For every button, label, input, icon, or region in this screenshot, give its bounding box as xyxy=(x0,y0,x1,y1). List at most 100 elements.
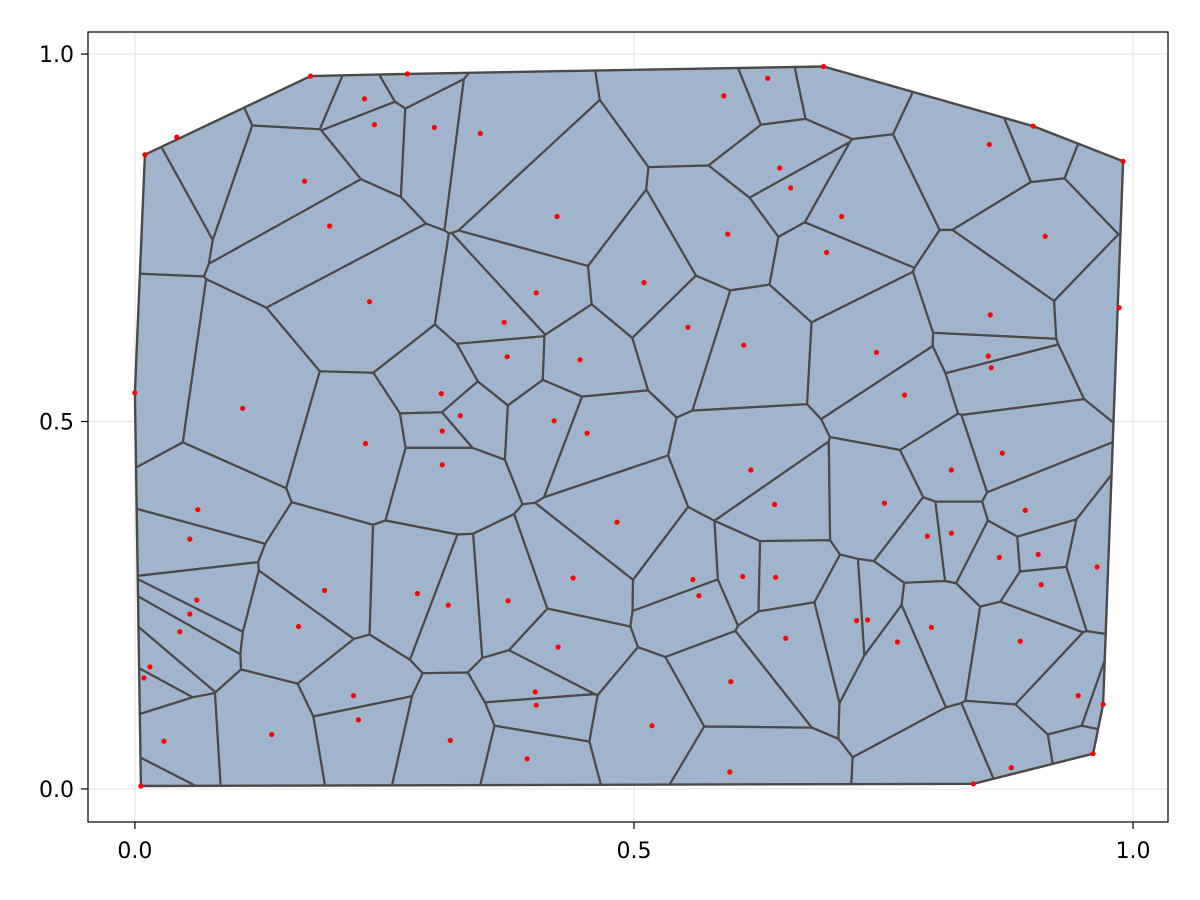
site-point xyxy=(881,500,888,506)
voronoi-cells xyxy=(134,66,1124,786)
site-point xyxy=(986,141,992,147)
site-point xyxy=(901,392,908,398)
y-tick-label: 0.5 xyxy=(39,410,74,435)
voronoi-cell xyxy=(999,565,1088,634)
site-point xyxy=(431,124,437,131)
site-point xyxy=(269,731,275,738)
site-point xyxy=(748,467,754,473)
site-point xyxy=(187,611,193,617)
site-point xyxy=(438,391,444,397)
site-point xyxy=(147,664,153,670)
x-tick-label: 0.0 xyxy=(117,839,152,864)
site-point xyxy=(821,63,827,70)
site-point xyxy=(641,280,647,286)
voronoi-cell xyxy=(1052,233,1124,447)
site-point xyxy=(327,223,333,229)
site-point xyxy=(873,349,880,355)
site-point xyxy=(138,783,144,789)
site-point xyxy=(366,299,373,305)
site-point xyxy=(894,639,901,645)
site-point xyxy=(570,575,576,581)
plot-frame xyxy=(87,31,1169,823)
site-point xyxy=(948,467,955,473)
site-point xyxy=(174,134,180,140)
site-point xyxy=(554,213,560,220)
voronoi-cell xyxy=(460,724,623,786)
site-point xyxy=(161,738,167,744)
site-point xyxy=(740,573,746,580)
site-point xyxy=(577,357,583,363)
x-tick-label: 1.0 xyxy=(1116,839,1151,864)
site-point xyxy=(924,533,931,539)
site-point xyxy=(773,574,779,580)
site-point xyxy=(948,530,955,536)
site-point xyxy=(551,418,557,424)
site-point xyxy=(788,185,794,191)
voronoi-cell xyxy=(213,668,339,786)
site-point xyxy=(1022,507,1028,513)
site-point xyxy=(1090,751,1096,757)
site-point xyxy=(728,679,734,685)
site-point xyxy=(477,130,483,136)
site-point xyxy=(1042,233,1048,239)
site-point xyxy=(772,501,778,508)
y-tick-label: 0.0 xyxy=(39,778,74,803)
site-point xyxy=(970,781,977,787)
site-point xyxy=(308,73,314,79)
site-point xyxy=(142,152,148,158)
site-point xyxy=(132,390,138,396)
site-point xyxy=(999,450,1005,456)
site-point xyxy=(501,319,507,325)
site-point xyxy=(1120,158,1126,164)
site-point xyxy=(533,702,539,708)
site-point xyxy=(177,629,183,635)
site-point xyxy=(361,96,368,102)
site-point xyxy=(928,624,935,630)
site-point xyxy=(741,342,747,348)
site-point xyxy=(195,507,201,513)
y-tick-label: 1.0 xyxy=(39,43,74,68)
site-point xyxy=(1075,693,1081,699)
site-point xyxy=(1030,123,1036,129)
site-point xyxy=(690,576,696,583)
site-point xyxy=(1038,582,1044,588)
site-point xyxy=(725,231,731,237)
site-point xyxy=(533,290,539,296)
site-point xyxy=(362,440,369,447)
site-point xyxy=(839,213,845,220)
voronoi-cell xyxy=(373,671,496,786)
site-point xyxy=(854,618,860,624)
site-point xyxy=(447,737,453,744)
site-point xyxy=(504,354,510,360)
site-point xyxy=(777,165,783,171)
site-point xyxy=(649,723,655,729)
voronoi-cell xyxy=(622,725,854,786)
site-point xyxy=(685,324,691,330)
site-point xyxy=(1008,765,1014,771)
site-point xyxy=(524,756,530,762)
site-point xyxy=(505,598,511,604)
site-point xyxy=(445,602,451,608)
site-point xyxy=(987,312,993,318)
site-point xyxy=(765,75,771,81)
site-point xyxy=(1100,701,1106,708)
site-point xyxy=(584,430,590,436)
site-point xyxy=(985,353,991,359)
site-point xyxy=(532,689,538,695)
site-point xyxy=(996,554,1002,561)
site-point xyxy=(1017,638,1023,644)
site-point xyxy=(404,71,410,77)
site-point xyxy=(824,249,830,256)
convex-hull-outline xyxy=(133,65,1125,788)
site-point xyxy=(865,617,871,623)
site-point xyxy=(439,462,445,468)
axis-ticks: 0.0 0.5 1.0 0.0 0.5 1.0 xyxy=(39,43,1151,864)
site-point xyxy=(240,405,246,411)
site-point xyxy=(355,717,362,723)
site-point xyxy=(1035,551,1041,558)
site-point xyxy=(457,413,463,419)
site-point xyxy=(1094,564,1100,570)
site-point xyxy=(988,365,994,371)
site-points xyxy=(132,63,1126,789)
